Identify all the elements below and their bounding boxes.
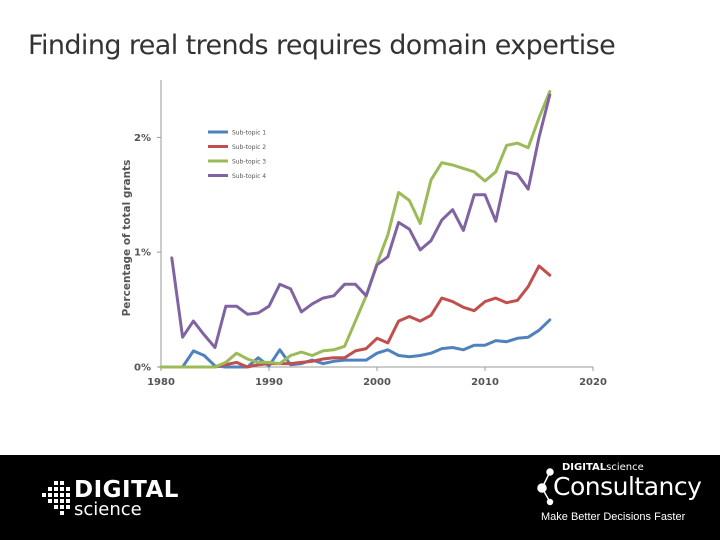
x-tick-label: 1990 <box>255 377 283 388</box>
x-tick-label: 2010 <box>471 377 499 388</box>
y-tick-label: 2% <box>134 133 151 144</box>
series-line-3 <box>159 90 552 369</box>
y-axis-label: Percentage of total grants <box>121 160 133 317</box>
x-tick-label: 2000 <box>363 377 391 388</box>
x-tick-label: 1980 <box>147 377 175 388</box>
logo-word-consultancy: Consultancy <box>553 472 702 501</box>
consultancy-logo[interactable]: DIGITALscience Consultancy Make Better D… <box>536 462 716 532</box>
consultancy-small-brand: DIGITALscience <box>562 462 644 473</box>
molecule-dots-icon <box>537 468 554 506</box>
slide-title: Finding real trends requires domain expe… <box>28 30 616 61</box>
x-tick-label: 2020 <box>579 377 607 388</box>
y-tick-label: 0% <box>134 363 151 374</box>
chart-legend: Sub-topic 1 Sub-topic 2 Sub-topic 3 Sub-top… <box>208 130 266 180</box>
series-line-1 <box>159 318 552 369</box>
y-tick-label: 1% <box>134 248 151 259</box>
line-chart: 0%1%2%1980 1990 2000 2010 2020 Sub-topic 1Su… <box>121 80 607 388</box>
legend-label: Sub-topic 4 <box>232 173 266 180</box>
legend-label: Sub-topic 2 <box>232 144 266 151</box>
logo-word-science: science <box>74 499 142 520</box>
series-line-4 <box>170 93 552 349</box>
series-line-2 <box>159 264 552 369</box>
chart-series-lines <box>159 90 552 369</box>
footer-bar <box>0 455 720 540</box>
digital-science-grid-icon <box>42 481 70 515</box>
legend-label: Sub-topic 3 <box>232 159 266 166</box>
legend-label: Sub-topic 1 <box>232 130 266 137</box>
digital-science-logo[interactable]: DIGITAL science <box>40 477 180 520</box>
logo-word-digital: DIGITAL <box>74 477 179 503</box>
tagline: Make Better Decisions Faster <box>541 511 686 523</box>
